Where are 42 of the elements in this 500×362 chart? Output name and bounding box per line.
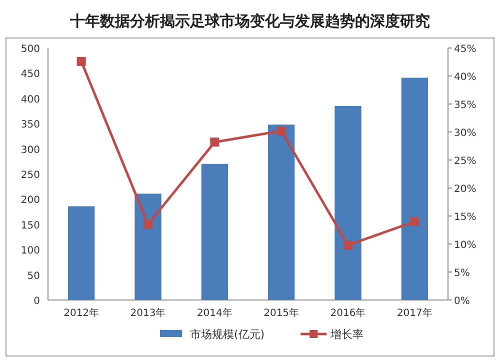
x-tick-label: 2015年: [264, 307, 300, 319]
chart-title: 十年数据分析揭示足球市场变化与发展趋势的深度研究: [69, 12, 430, 30]
y2-tick-label: 20%: [454, 184, 476, 195]
y-tick-label: 200: [20, 195, 40, 206]
x-tick-label: 2012年: [64, 307, 100, 319]
y-tick-label: 450: [20, 69, 40, 80]
y2-tick-label: 45%: [454, 44, 476, 55]
y-tick-label: 300: [20, 144, 40, 156]
y-tick-label: 500: [20, 44, 40, 55]
bar: [334, 106, 362, 300]
point: [76, 56, 86, 66]
y2-tick-label: 5%: [454, 268, 470, 279]
y2-tick-label: 30%: [454, 128, 476, 139]
y2-tick-label: 0%: [454, 296, 470, 307]
y-tick-label: 400: [20, 94, 40, 106]
point: [344, 240, 352, 250]
point: [276, 126, 286, 136]
x-tick-label: 2013年: [130, 307, 166, 319]
y2-tick-label: 40%: [454, 72, 476, 83]
y2-tick-label: 35%: [454, 100, 476, 111]
y-tick-label: 50: [27, 270, 40, 282]
bar: [201, 164, 228, 300]
x-tick-label: 2017年: [396, 307, 432, 319]
x-tick-label: 2016年: [330, 307, 366, 319]
legend-label: 增长率: [330, 328, 364, 341]
bar: [134, 194, 162, 300]
y2-tick-label: 15%: [454, 212, 476, 223]
y2-tick-label: 25%: [454, 156, 476, 167]
y-tick-label: 100: [20, 246, 40, 257]
y-tick-label: 0: [34, 296, 40, 307]
bar: [401, 78, 428, 300]
bar: [268, 124, 295, 300]
y2-tick-label: 10%: [454, 240, 476, 251]
y-tick-label: 150: [20, 220, 40, 232]
point: [410, 217, 420, 226]
point: [210, 138, 220, 147]
y-tick-label: 250: [20, 170, 40, 181]
point: [144, 220, 152, 229]
bar: [68, 206, 95, 300]
x-tick-label: 2014年: [196, 307, 232, 319]
y-tick-label: 350: [20, 120, 40, 131]
legend-label: 市场规模(亿元): [190, 328, 265, 341]
